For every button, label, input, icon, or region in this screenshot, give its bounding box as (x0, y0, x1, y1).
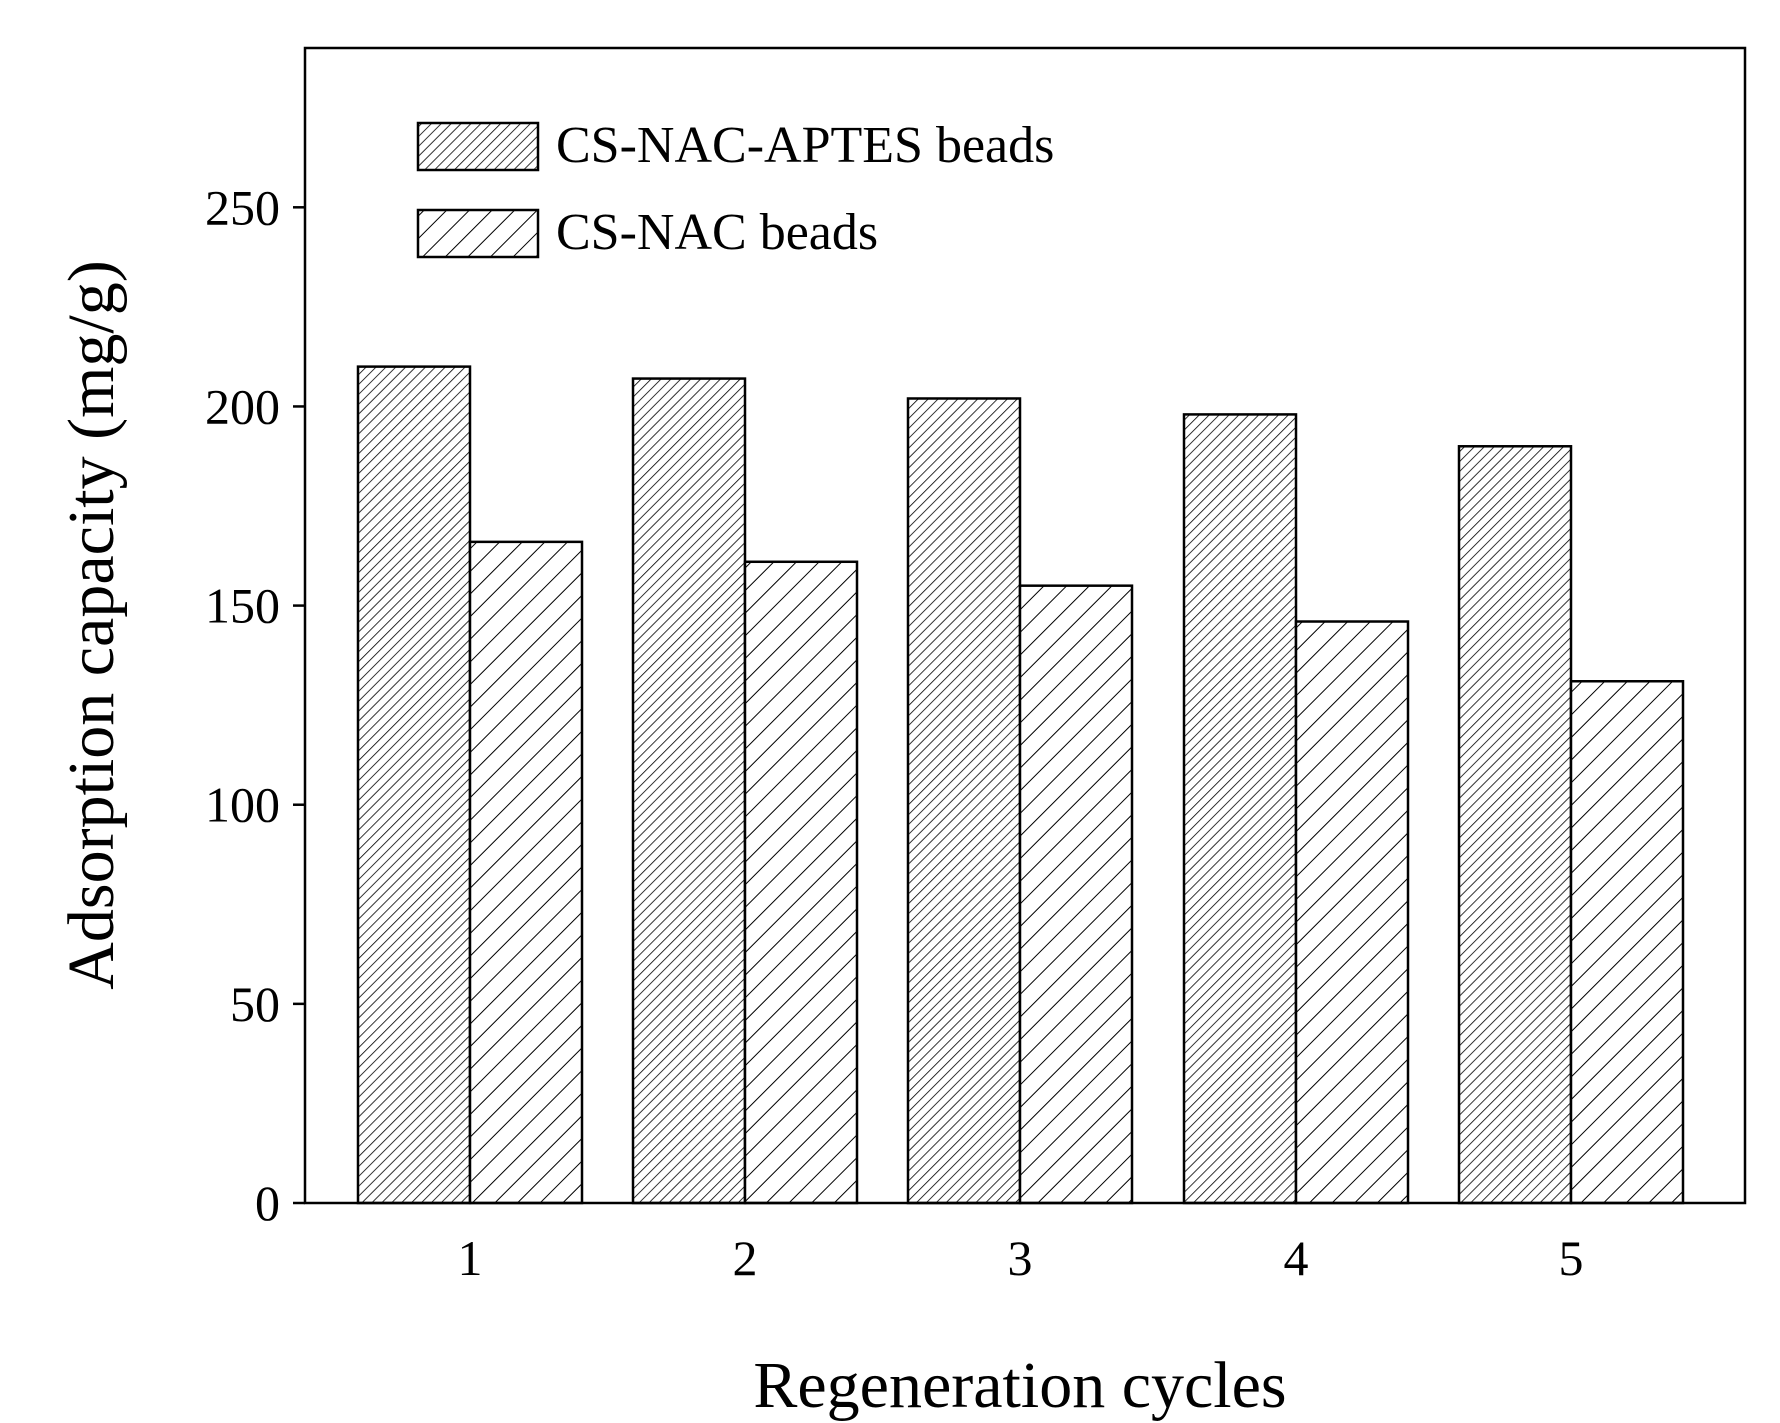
plot-frame (303, 46, 1747, 1205)
y-tick-label: 50 (230, 976, 280, 1032)
x-tick-label: 1 (458, 1230, 483, 1286)
bar-nac-cycle-2 (743, 560, 859, 1205)
x-tick-label: 5 (1559, 1230, 1584, 1286)
bar-aptes-cycle-3 (906, 397, 1022, 1205)
legend-label-cs-nac-aptes: CS-NAC-APTES beads (556, 117, 1054, 174)
bar-nac-cycle-1 (468, 540, 584, 1205)
y-tick-label: 0 (255, 1175, 280, 1231)
y-tick-label: 200 (205, 378, 280, 434)
x-axis-title: Regeneration cycles (753, 1349, 1286, 1422)
bar-aptes-cycle-4 (1182, 413, 1298, 1205)
x-axis-ticks: 1 2 3 4 5 (458, 1230, 1584, 1286)
bar-nac-cycle-3 (1018, 584, 1134, 1205)
bars (356, 365, 1685, 1205)
bar-aptes-cycle-5 (1457, 445, 1573, 1205)
x-tick-label: 3 (1008, 1230, 1033, 1286)
legend-label-cs-nac: CS-NAC beads (556, 204, 878, 261)
y-tick-label: 150 (205, 578, 280, 634)
bar-aptes-cycle-1 (356, 365, 472, 1205)
legend: CS-NAC-APTES beads CS-NAC beads (416, 117, 1054, 261)
y-axis-title: Adsorption capacity (mg/g) (55, 260, 128, 989)
x-tick-label: 4 (1284, 1230, 1309, 1286)
bar-nac-cycle-4 (1294, 620, 1410, 1205)
legend-swatch-cs-nac-aptes (416, 121, 540, 172)
y-axis-ticks: 0 50 100 150 200 250 (205, 179, 305, 1231)
bar-aptes-cycle-2 (631, 377, 747, 1205)
y-tick-label: 250 (205, 179, 280, 235)
y-tick-label: 100 (205, 777, 280, 833)
legend-swatch-cs-nac (416, 208, 540, 259)
x-tick-label: 2 (733, 1230, 758, 1286)
bar-nac-cycle-5 (1569, 680, 1685, 1205)
